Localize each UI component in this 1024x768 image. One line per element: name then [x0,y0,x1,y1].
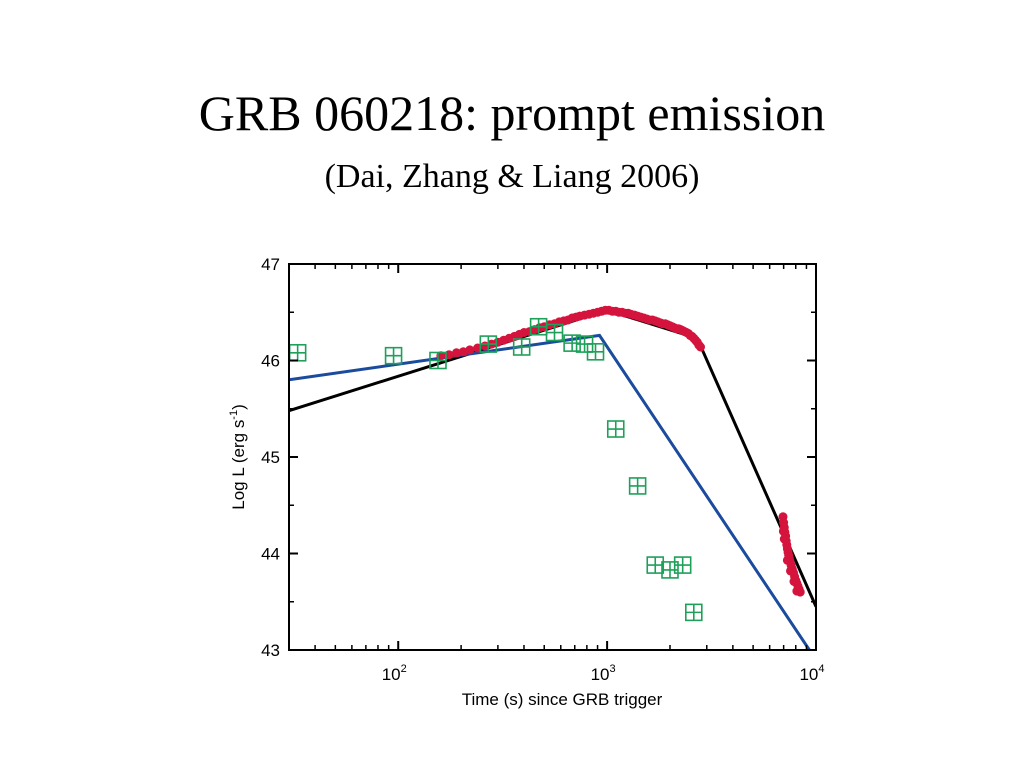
plot-content [288,305,816,650]
green-data-point [646,556,665,574]
y-tick-label: 45 [261,448,280,467]
x-axis-label: Time (s) since GRB trigger [462,690,663,709]
green-data-point [673,556,692,574]
y-axis-label-end: ) [229,404,248,410]
x-tick-label: 102 [382,663,407,684]
plot-area [289,305,816,650]
axes: 43 44 45 46 47 102 103 104 [261,255,824,684]
y-tick-label: 43 [261,641,280,660]
green-data-point [606,420,625,438]
y-tick-label: 46 [261,352,280,371]
red-data-point [465,345,475,355]
y-tick-label: 47 [261,255,280,274]
red-data-point [779,534,789,544]
y-tick-label: 44 [261,545,280,564]
green-data-point [628,477,647,495]
green-data-point [479,335,498,353]
red-data-point [792,586,802,596]
green-data-point [429,351,447,370]
y-axis-label-exponent: -1 [228,410,240,420]
green-data-point [512,338,531,356]
fit-line-3 [289,333,811,650]
green-data-point [563,334,581,352]
y-axis-label: Log L (erg s-1) [228,404,248,510]
x-tick-label: 103 [591,663,616,684]
red-data-point [452,348,461,358]
red-data-point [782,555,792,565]
green-data-point [384,346,403,365]
red-data-point [789,577,799,586]
green-data-point [545,323,564,342]
slide-title: GRB 060218: prompt emission [198,85,826,141]
fit-line-2 [289,308,816,608]
red-data-point [786,566,795,576]
green-data-point [586,343,605,361]
red-data-point [696,342,705,352]
y-axis-label-main: Log L (erg s [229,420,248,510]
x-tick-label: 104 [799,663,824,684]
slide-subtitle: (Dai, Zhang & Liang 2006) [324,158,700,195]
green-data-point [288,343,307,362]
green-data-point [684,603,703,622]
red-data-point [778,526,788,536]
